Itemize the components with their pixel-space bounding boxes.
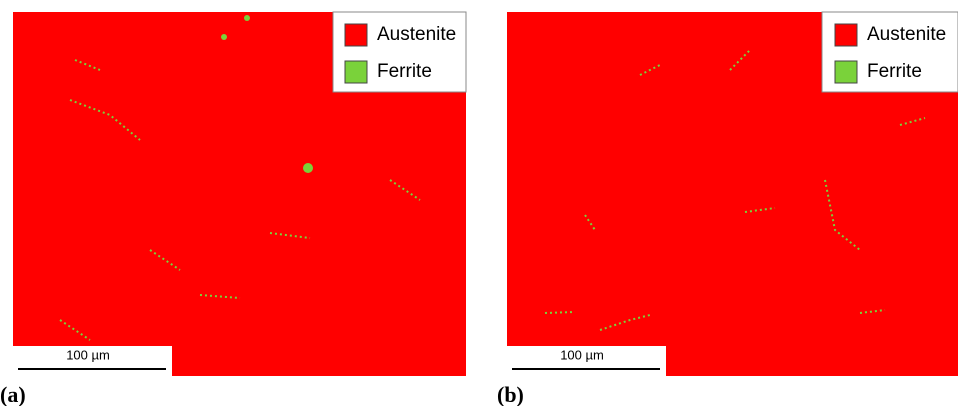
speck xyxy=(221,34,227,40)
speck xyxy=(599,314,651,331)
speck xyxy=(244,15,250,21)
scale-bar-label: 100 µm xyxy=(560,347,604,362)
speck xyxy=(269,232,311,239)
legend-swatch xyxy=(834,23,858,47)
panel-label: (a) xyxy=(0,382,26,406)
speck xyxy=(639,64,661,76)
scale-bar-box xyxy=(13,346,172,376)
speck xyxy=(584,214,596,231)
speck xyxy=(544,311,576,314)
speck xyxy=(303,163,313,173)
panel-a: Austenite Ferrite 100 µm (a) xyxy=(0,11,467,406)
speck xyxy=(859,309,886,314)
scale-bar-box xyxy=(507,346,666,376)
speck xyxy=(59,319,91,341)
speck xyxy=(199,294,241,299)
legend-swatch xyxy=(834,60,858,84)
speck xyxy=(744,207,776,213)
panel-label: (b) xyxy=(497,382,524,406)
speck xyxy=(149,249,181,271)
speck xyxy=(899,117,926,126)
legend-label: Austenite xyxy=(867,24,946,45)
scale-bar-label: 100 µm xyxy=(66,347,110,362)
ferrite-specks xyxy=(544,49,926,331)
panel-b: Austenite Ferrite 100 µm (b) xyxy=(497,11,958,406)
legend-label: Ferrite xyxy=(377,61,432,82)
speck xyxy=(824,179,861,251)
speck xyxy=(389,179,421,201)
ferrite-specks xyxy=(59,15,421,341)
legend-label: Ferrite xyxy=(867,61,922,82)
legend-swatch xyxy=(344,60,368,84)
legend-label: Austenite xyxy=(377,24,456,45)
legend-swatch xyxy=(344,23,368,47)
